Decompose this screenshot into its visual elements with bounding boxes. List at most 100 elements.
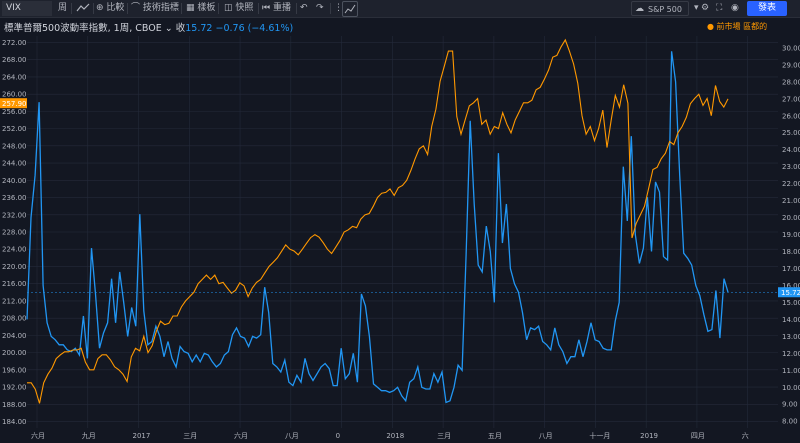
drag-handle-icon[interactable]: ⋮ — [334, 3, 343, 13]
more-icon[interactable]: ▾ — [694, 3, 699, 13]
x-tick-label: 三月 — [437, 432, 451, 440]
left-tick-label: 208.00 — [2, 315, 27, 323]
plus-circle-icon: ⊕ — [96, 3, 104, 13]
right-tick-label: 14.00 — [782, 316, 800, 324]
right-tick-label: 27.00 — [782, 95, 800, 103]
left-tick-label: 232.00 — [2, 211, 27, 219]
cloud-icon: ☁ — [635, 4, 644, 14]
chart-style-icon[interactable] — [76, 1, 90, 16]
indicators-button[interactable]: ⌒ 技術指標 — [131, 1, 179, 16]
compare-label: 比較 — [106, 3, 125, 13]
left-tick-label: 220.00 — [2, 263, 27, 271]
toolbar-divider — [127, 3, 128, 14]
left-tick-label: 224.00 — [2, 246, 27, 254]
right-tick-label: 28.00 — [782, 78, 800, 86]
x-tick-label: 六 — [742, 431, 749, 440]
x-tick-label: 五月 — [488, 432, 502, 440]
x-tick-label: 三月 — [183, 432, 197, 440]
toolbar-divider — [71, 3, 72, 14]
x-tick-label: 六月 — [31, 431, 45, 440]
toolbar-divider — [181, 3, 182, 14]
right-tick-label: 30.00 — [782, 44, 800, 52]
grid-icon: ▦ — [186, 3, 195, 13]
right-tick-label: 25.00 — [782, 129, 800, 137]
undo-icon[interactable]: ↶ — [300, 3, 308, 13]
replay-button[interactable]: ⏮ 重播 — [262, 1, 291, 16]
left-tick-label: 204.00 — [2, 332, 27, 340]
left-tick-label: 196.00 — [2, 366, 27, 374]
left-tick-label: 256.00 — [2, 108, 27, 116]
x-tick-label: 四月 — [691, 432, 705, 440]
right-tick-label: 9.00 — [782, 401, 798, 409]
snapshot-button[interactable]: ◫ 快照 — [224, 1, 253, 16]
left-tick-label: 264.00 — [2, 73, 27, 81]
chart-title: 標準普爾500波動率指數, 1周, CBOE — [4, 23, 162, 34]
replay-icon: ⏮ — [262, 3, 271, 13]
toolbar-divider — [258, 3, 259, 14]
toolbar-divider — [218, 3, 219, 14]
templates-button[interactable]: ▦ 樣板 — [186, 1, 215, 16]
left-tick-label: 268.00 — [2, 56, 27, 64]
vix-last-value-label: 15.72 — [781, 289, 800, 297]
right-tick-label: 17.00 — [782, 265, 800, 273]
drawing-tool-icon[interactable] — [342, 1, 358, 17]
right-tick-label: 11.00 — [782, 367, 800, 375]
right-tick-label: 16.00 — [782, 282, 800, 290]
series-line-s-p-500 — [27, 38, 729, 404]
right-tick-label: 26.00 — [782, 112, 800, 120]
right-tick-label: 29.00 — [782, 61, 800, 69]
right-tick-label: 18.00 — [782, 248, 800, 256]
left-tick-label: 244.00 — [2, 160, 27, 168]
x-tick-label: 2019 — [640, 432, 658, 440]
right-tick-label: 12.00 — [782, 350, 800, 358]
indicators-label: 技術指標 — [142, 3, 179, 13]
right-tick-label: 22.00 — [782, 180, 800, 188]
series2-label: ● 前市場 — [707, 22, 741, 31]
redo-icon[interactable]: ↷ — [316, 3, 324, 13]
camera-icon[interactable]: ◉ — [731, 3, 739, 13]
left-tick-label: 228.00 — [2, 229, 27, 237]
series2-action[interactable]: 區都的 — [743, 22, 768, 31]
publish-button[interactable]: 發表 — [747, 1, 787, 16]
change-value: −0.76 (−4.61%) — [215, 23, 294, 34]
right-price-scale — [778, 36, 800, 428]
left-tick-label: 184.00 — [2, 418, 27, 426]
x-tick-label: 十一月 — [589, 431, 610, 440]
right-tick-label: 20.00 — [782, 214, 800, 222]
left-tick-label: 260.00 — [2, 91, 27, 99]
interval-button[interactable]: 周 — [58, 3, 68, 13]
symbol-search-input[interactable]: VIX — [2, 1, 52, 16]
right-tick-label: 21.00 — [782, 197, 800, 205]
right-tick-label: 10.00 — [782, 384, 800, 392]
left-tick-label: 200.00 — [2, 349, 27, 357]
right-tick-label: 8.00 — [782, 418, 798, 426]
top-toolbar: VIX 周 ⊕ 比較 ⌒ 技術指標 ▦ 樣板 ◫ 快照 ⏮ 重播 ↶ ↷ ⋮ ☁… — [0, 0, 800, 18]
right-tick-label: 24.00 — [782, 146, 800, 154]
x-tick-label: 八月 — [285, 432, 299, 440]
toolbar-divider — [330, 3, 331, 14]
templates-label: 樣板 — [197, 3, 216, 13]
compare-symbol-box[interactable]: ☁ S&P 500 — [631, 1, 689, 16]
x-tick-label: 2017 — [133, 432, 151, 440]
left-tick-label: 236.00 — [2, 194, 27, 202]
left-tick-label: 192.00 — [2, 384, 27, 392]
chart-legend: 標準普爾500波動率指數, 1周, CBOE ⌄ 收15.72 −0.76 (−… — [4, 20, 293, 34]
x-tick-label: 2018 — [386, 432, 404, 440]
series2-legend: ● 前市場 區都的 — [707, 21, 767, 32]
compare-button[interactable]: ⊕ 比較 — [96, 1, 124, 16]
series-line-vix — [26, 51, 729, 404]
x-tick-label: 八月 — [539, 432, 553, 440]
spx-last-value-badge — [0, 98, 27, 109]
x-tick-label: 0 — [336, 432, 340, 440]
toolbar-divider — [296, 3, 297, 14]
left-tick-label: 240.00 — [2, 177, 27, 185]
right-tick-label: 13.00 — [782, 333, 800, 341]
chevron-down-icon[interactable]: ⌄ — [164, 23, 176, 34]
settings-icon[interactable]: ⚙ — [701, 3, 710, 13]
fullscreen-icon[interactable]: ⛶ — [716, 3, 723, 13]
vix-last-value-badge — [778, 287, 800, 298]
camera-icon: ◫ — [224, 3, 233, 13]
indicator-icon: ⌒ — [131, 3, 141, 13]
snapshot-label: 快照 — [235, 3, 254, 13]
